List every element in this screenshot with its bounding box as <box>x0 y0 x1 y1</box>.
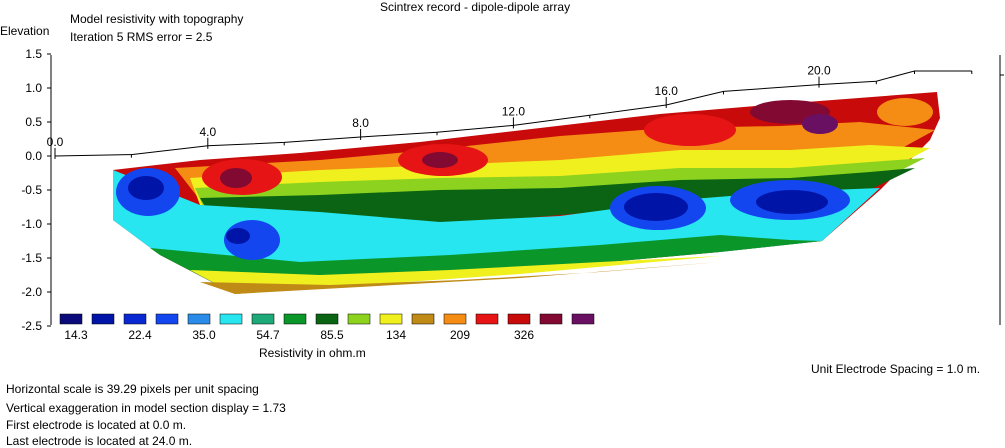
legend-tick-label-2: 35.0 <box>192 328 216 342</box>
blob-navy-left <box>128 176 164 200</box>
legend-swatch-4 <box>187 313 211 325</box>
legend-swatch-6 <box>251 313 275 325</box>
legend-tick-label-1: 22.4 <box>128 328 152 342</box>
iteration-label: Iteration 5 RMS error = 2.5 <box>70 30 213 44</box>
resistivity-section <box>113 92 940 294</box>
x-axis-ticks: 0.0 4.0 8.0 12.0 16.0 20.0 <box>47 64 831 156</box>
horizontal-scale-note: Horizontal scale is 39.29 pixels per uni… <box>6 382 259 396</box>
blob-red-3 <box>644 114 736 146</box>
legend-swatch-16 <box>571 313 595 325</box>
blob-orange-right <box>877 98 933 126</box>
legend-swatch-9 <box>347 313 371 325</box>
legend-swatch-12 <box>443 313 467 325</box>
band-dark-green <box>200 168 915 225</box>
y-axis-label: Elevation <box>0 24 50 38</box>
legend-swatch-8 <box>315 313 339 325</box>
legend-swatch-0 <box>59 313 83 325</box>
band-bottom-yellow <box>190 250 800 294</box>
legend-swatch-15 <box>539 313 563 325</box>
x-tick-label-0: 0.0 <box>47 135 64 149</box>
x-tick-label-5: 20.0 <box>807 64 831 78</box>
y-tick-label-2: 0.5 <box>25 115 42 129</box>
legend-swatch-10 <box>379 313 403 325</box>
y-tick-label-6: -1.5 <box>21 251 42 265</box>
blob-violet-3 <box>802 114 838 134</box>
topography-line <box>54 55 1004 325</box>
legend-tick-label-7: 326 <box>514 328 534 342</box>
legend-swatch-1 <box>91 313 115 325</box>
legend-tick-label-0: 14.3 <box>64 328 88 342</box>
blob-purple-1 <box>220 168 252 188</box>
y-tick-label-1: 1.0 <box>25 81 42 95</box>
vertical-exaggeration-note: Vertical exaggeration in model section d… <box>6 401 286 415</box>
color-legend: 14.3 22.4 35.0 54.7 85.5 134 209 326 <box>59 313 595 342</box>
y-tick-label-5: -1.0 <box>21 217 42 231</box>
y-tick-label-8: -2.5 <box>21 319 42 333</box>
y-tick-label-4: -0.5 <box>21 183 42 197</box>
chart-title: Scintrex record - dipole-dipole array <box>380 0 571 14</box>
model-label: Model resistivity with topography <box>70 12 244 26</box>
legend-swatch-2 <box>123 313 147 325</box>
legend-swatch-3 <box>155 313 179 325</box>
legend-swatch-11 <box>411 313 435 325</box>
x-tick-label-3: 12.0 <box>502 104 526 118</box>
blob-purple-2 <box>422 152 458 168</box>
y-tick-label-0: 1.5 <box>25 47 42 61</box>
legend-swatch-13 <box>475 313 499 325</box>
legend-swatch-14 <box>507 313 531 325</box>
blob-navy-lower <box>226 228 250 244</box>
last-electrode-note: Last electrode is located at 24.0 m. <box>6 434 193 448</box>
blob-navy-right <box>756 190 828 214</box>
legend-tick-label-5: 134 <box>386 328 406 342</box>
x-tick-label-1: 4.0 <box>199 125 216 139</box>
legend-label: Resistivity in ohm.m <box>259 346 366 360</box>
band-bottom-brown <box>200 262 720 294</box>
y-tick-label-3: 0.0 <box>25 149 42 163</box>
first-electrode-note: First electrode is located at 0.0 m. <box>6 418 187 432</box>
legend-tick-label-3: 54.7 <box>256 328 280 342</box>
electrode-spacing-note: Unit Electrode Spacing = 1.0 m. <box>811 362 981 376</box>
legend-tick-label-6: 209 <box>450 328 470 342</box>
legend-swatch-7 <box>283 313 307 325</box>
y-tick-label-7: -2.0 <box>21 285 42 299</box>
y-axis: 1.5 1.0 0.5 0.0 -0.5 -1.0 -1.5 -2.0 -2.5 <box>21 47 52 333</box>
topography-polyline <box>54 70 972 157</box>
legend-tick-label-4: 85.5 <box>320 328 344 342</box>
x-tick-label-2: 8.0 <box>352 116 369 130</box>
legend-swatch-5 <box>219 313 243 325</box>
x-tick-label-4: 16.0 <box>655 84 679 98</box>
blob-navy-mid <box>624 193 688 221</box>
